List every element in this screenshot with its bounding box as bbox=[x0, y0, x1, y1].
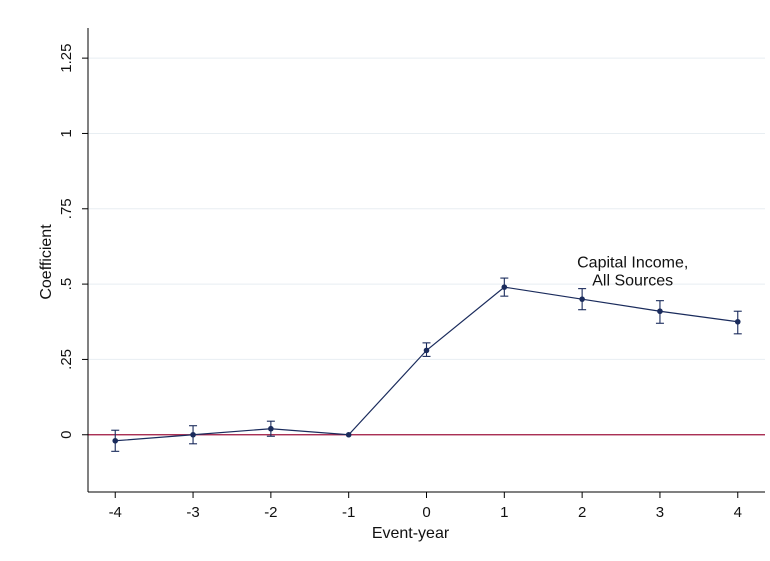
x-tick-label-2: -2 bbox=[264, 504, 277, 521]
y-tick-label-5: 1.25 bbox=[58, 44, 75, 73]
x-tick-label-6: 2 bbox=[578, 504, 586, 521]
x-tick-label-7: 3 bbox=[656, 504, 664, 521]
data-point-6 bbox=[579, 296, 585, 302]
y-tick-label-2: .5 bbox=[58, 278, 75, 291]
y-tick-label-1: .25 bbox=[58, 349, 75, 370]
data-point-2 bbox=[268, 425, 274, 432]
grid-lines bbox=[88, 57, 765, 436]
data-point-5 bbox=[501, 284, 508, 290]
x-tick-label-0: -4 bbox=[109, 504, 122, 521]
series-coefficient bbox=[111, 277, 742, 452]
y-tick-label-3: .75 bbox=[58, 198, 75, 219]
data-point-4 bbox=[423, 347, 430, 354]
x-axis-title: Event-year bbox=[372, 525, 450, 542]
y-axis-title: Coefficient bbox=[38, 224, 55, 300]
x-tick-label-3: -1 bbox=[342, 504, 355, 521]
data-point-7 bbox=[657, 308, 663, 315]
annotation-line-2: All Sources bbox=[592, 273, 673, 290]
data-point-8 bbox=[734, 318, 741, 325]
x-tick-label-8: 4 bbox=[734, 504, 742, 521]
axes: 0 .25 .5 .75 1 1.25 -4 -3 -2 -1 0 1 2 3 4 bbox=[58, 28, 765, 521]
x-tick-label-1: -3 bbox=[186, 504, 199, 521]
x-tick-label-4: 0 bbox=[422, 504, 430, 521]
data-point-0 bbox=[112, 437, 119, 444]
x-tick-label-5: 1 bbox=[500, 504, 508, 521]
series-line-0 bbox=[115, 286, 738, 442]
y-tick-label-0: 0 bbox=[58, 431, 75, 439]
y-tick-label-4: 1 bbox=[58, 129, 75, 137]
data-point-3 bbox=[345, 431, 352, 438]
annotation-line-1: Capital Income, bbox=[577, 255, 688, 272]
data-point-1 bbox=[190, 431, 196, 438]
